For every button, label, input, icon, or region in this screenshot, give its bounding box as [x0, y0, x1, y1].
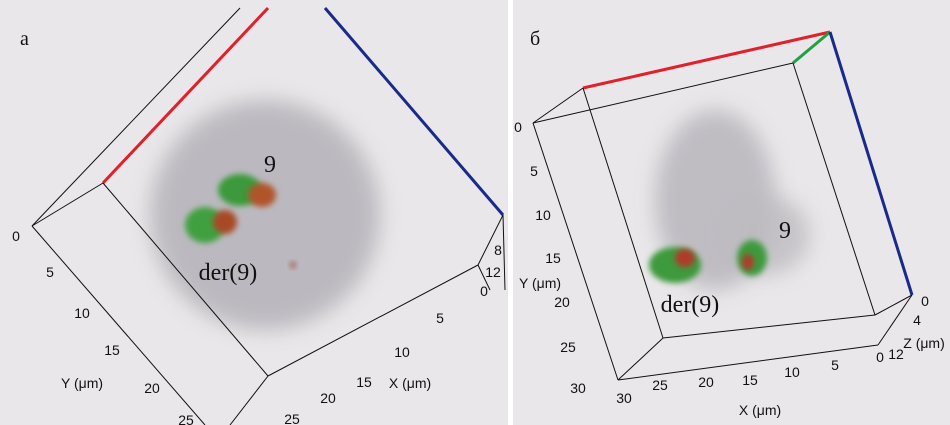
x-tick-label: 25 — [652, 377, 668, 393]
panel-b-render — [532, 30, 914, 381]
y-tick-label: 30 — [570, 380, 586, 396]
annotation: der(9) — [199, 260, 258, 286]
y-tick-label: 5 — [46, 264, 54, 280]
z-tick-label: 0 — [480, 283, 488, 299]
panel-a-render — [31, 6, 506, 425]
x-tick-label: 20 — [698, 374, 714, 390]
y-tick-label: 20 — [144, 380, 160, 396]
x-axis-title: X (μm) — [739, 402, 781, 418]
annotation: 9 — [779, 218, 791, 244]
z-tick-label: 0 — [921, 293, 929, 309]
panel-label: б — [530, 28, 540, 50]
y-tick-label: 15 — [545, 250, 561, 266]
x-tick-label: 20 — [320, 390, 336, 406]
z-tick-label: 12 — [888, 346, 904, 362]
z-tick-label: 12 — [485, 264, 501, 280]
y-axis-title: Y (μm) — [61, 375, 103, 391]
y-axis-title: Y (μm) — [519, 275, 561, 291]
y-tick-label: 25 — [178, 412, 194, 425]
x-tick-label: 15 — [742, 372, 758, 388]
panel-label: а — [20, 28, 29, 50]
x-tick-label: 5 — [436, 310, 444, 326]
y-tick-label: 0 — [12, 228, 20, 244]
x-tick-label: 15 — [356, 374, 372, 390]
x-tick-label: 10 — [784, 364, 800, 380]
y-tick-label: 5 — [530, 163, 538, 179]
x-tick-label: 0 — [876, 349, 884, 365]
y-tick-label: 25 — [560, 339, 576, 355]
x-tick-label: 30 — [616, 390, 632, 406]
z-axis-title: Z (μm) — [903, 335, 945, 351]
y-tick-label: 15 — [104, 342, 120, 358]
z-tick-label: 8 — [494, 242, 502, 258]
x-axis-title: X (μm) — [389, 375, 431, 391]
y-tick-label: 10 — [74, 305, 90, 321]
x-tick-label: 10 — [394, 344, 410, 360]
y-tick-label: 20 — [554, 294, 570, 310]
z-tick-label: 4 — [913, 312, 921, 328]
x-tick-label: 25 — [284, 411, 300, 425]
x-tick-label: 5 — [831, 357, 839, 373]
annotation: der(9) — [661, 292, 720, 318]
y-tick-label: 10 — [535, 207, 551, 223]
y-tick-label: 0 — [514, 119, 522, 135]
annotation: 9 — [264, 152, 276, 178]
